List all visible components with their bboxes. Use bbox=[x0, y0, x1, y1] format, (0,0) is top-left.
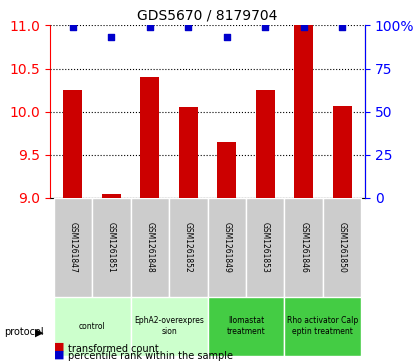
FancyBboxPatch shape bbox=[131, 297, 208, 356]
Text: GSM1261852: GSM1261852 bbox=[184, 222, 193, 273]
Bar bbox=[178, 107, 198, 198]
Text: GSM1261851: GSM1261851 bbox=[107, 222, 116, 273]
FancyBboxPatch shape bbox=[54, 297, 131, 356]
Text: GSM1261850: GSM1261850 bbox=[338, 222, 347, 273]
Point bbox=[185, 24, 192, 30]
Bar bbox=[217, 142, 237, 198]
FancyBboxPatch shape bbox=[284, 297, 361, 356]
Bar bbox=[63, 90, 83, 198]
Text: protocol: protocol bbox=[4, 327, 44, 337]
Text: GSM1261848: GSM1261848 bbox=[145, 222, 154, 273]
Text: GSM1261849: GSM1261849 bbox=[222, 222, 231, 273]
Text: Ilomastat
treatment: Ilomastat treatment bbox=[227, 317, 265, 336]
Point bbox=[146, 24, 153, 30]
Bar bbox=[294, 25, 313, 198]
FancyBboxPatch shape bbox=[208, 198, 246, 297]
Text: ▶: ▶ bbox=[35, 327, 44, 337]
FancyBboxPatch shape bbox=[246, 198, 284, 297]
Point bbox=[108, 34, 115, 40]
FancyBboxPatch shape bbox=[54, 198, 92, 297]
Text: control: control bbox=[79, 322, 105, 331]
Text: percentile rank within the sample: percentile rank within the sample bbox=[68, 351, 234, 361]
FancyBboxPatch shape bbox=[92, 198, 131, 297]
Point bbox=[300, 24, 307, 30]
FancyBboxPatch shape bbox=[169, 198, 208, 297]
Text: ■: ■ bbox=[54, 349, 64, 359]
Bar bbox=[256, 90, 275, 198]
Bar bbox=[332, 106, 352, 198]
Point bbox=[339, 24, 345, 30]
Text: transformed count: transformed count bbox=[68, 344, 159, 354]
FancyBboxPatch shape bbox=[284, 198, 323, 297]
FancyBboxPatch shape bbox=[131, 198, 169, 297]
Text: GSM1261847: GSM1261847 bbox=[68, 222, 77, 273]
Point bbox=[223, 34, 230, 40]
Text: ■: ■ bbox=[54, 342, 64, 352]
Text: EphA2-overexpres
sion: EphA2-overexpres sion bbox=[134, 317, 204, 336]
Bar bbox=[140, 77, 159, 198]
Point bbox=[262, 24, 269, 30]
FancyBboxPatch shape bbox=[323, 198, 361, 297]
Point bbox=[70, 24, 76, 30]
Text: GSM1261846: GSM1261846 bbox=[299, 222, 308, 273]
FancyBboxPatch shape bbox=[208, 297, 284, 356]
Text: GSM1261853: GSM1261853 bbox=[261, 222, 270, 273]
Title: GDS5670 / 8179704: GDS5670 / 8179704 bbox=[137, 9, 278, 23]
Bar bbox=[102, 193, 121, 198]
Text: Rho activator Calp
eptin treatment: Rho activator Calp eptin treatment bbox=[287, 317, 359, 336]
